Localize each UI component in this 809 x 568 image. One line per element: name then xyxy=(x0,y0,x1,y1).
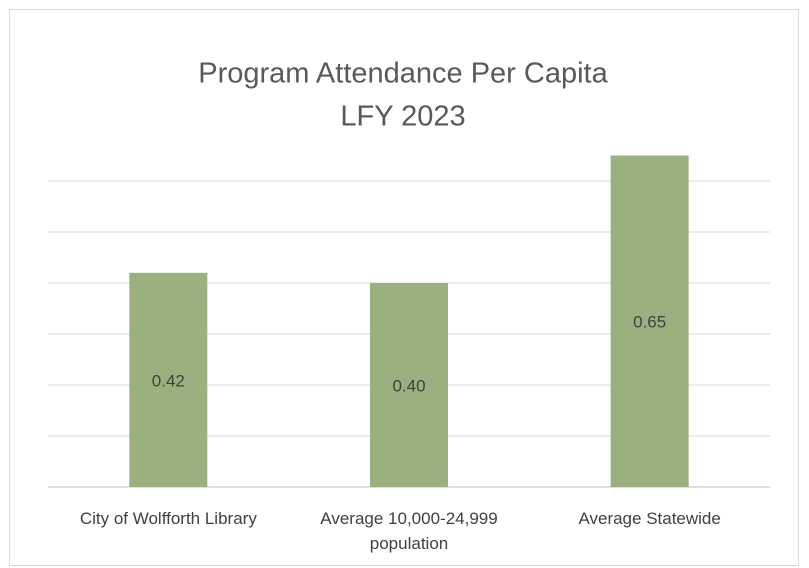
chart-title: Program Attendance Per Capita xyxy=(198,58,608,90)
chart-subtitle: LFY 2023 xyxy=(340,101,465,133)
x-tick-label: City of Wolfforth Library xyxy=(79,509,257,528)
data-label: 0.40 xyxy=(392,376,425,395)
bar xyxy=(129,272,208,487)
x-tick-label: Average 10,000-24,999 population xyxy=(320,509,498,553)
bar xyxy=(370,283,448,487)
data-label: 0.42 xyxy=(152,371,185,390)
x-tick-label: Average Statewide xyxy=(578,509,721,528)
bar xyxy=(610,155,689,487)
data-label: 0.65 xyxy=(633,313,666,332)
